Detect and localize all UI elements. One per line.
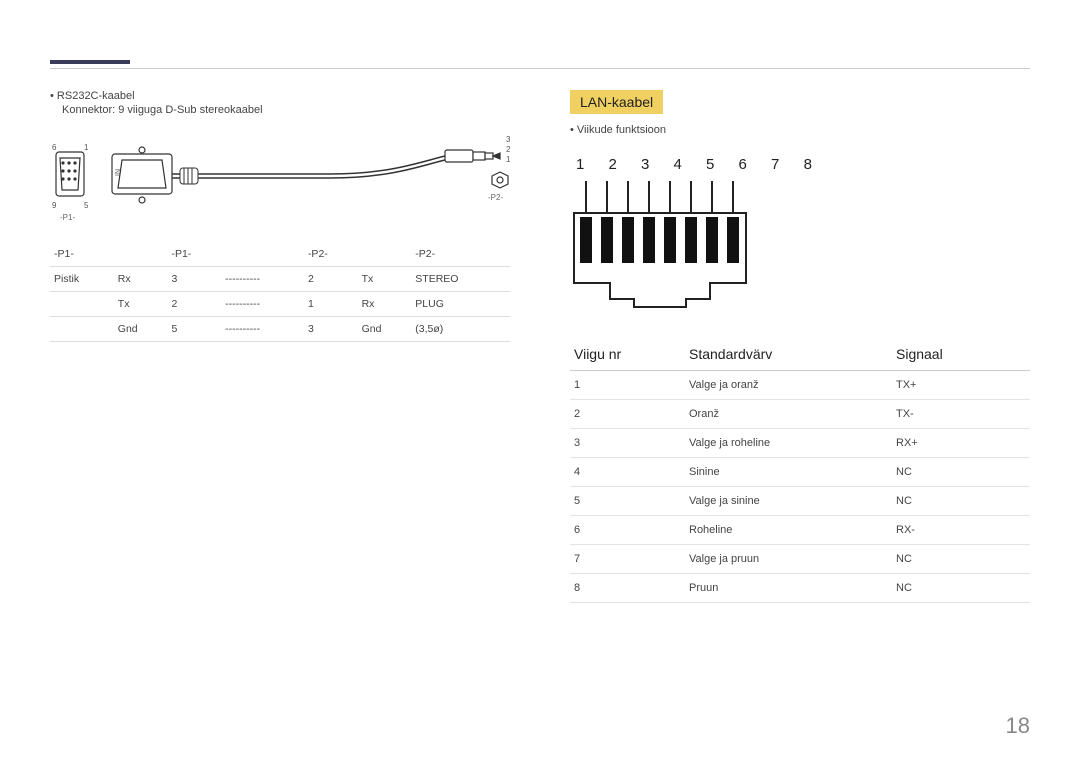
hdr-p1b: -P1- <box>167 242 221 267</box>
p1-under-label: -P1- <box>60 213 75 222</box>
pin9-label: 9 <box>52 201 57 210</box>
hdr-signaal: Signaal <box>892 338 1030 371</box>
hdr-p2a: -P2- <box>304 242 358 267</box>
lan-table-header: Viigu nr Standardvärv Signaal <box>570 338 1030 371</box>
rs232-diagram: 6 1 9 5 -P1- IN <box>50 132 510 232</box>
hdr-p1a: -P1- <box>50 242 114 267</box>
table-row: 4SinineNC <box>570 458 1030 487</box>
hdr-viigu: Viigu nr <box>570 338 685 371</box>
rs232-label: RS232C-kaabel <box>57 90 135 102</box>
svg-text:-P2-: -P2- <box>488 193 503 202</box>
rs232-pin-table: -P1- -P1- -P2- -P2- Pistik Rx 3 --------… <box>50 242 510 342</box>
lan-bullet-label: Viikude funktsioon <box>577 124 666 136</box>
header-rule <box>50 68 1030 69</box>
lan-section-title: LAN-kaabel <box>570 90 663 114</box>
left-column: RS232C-kaabel Konnektor: 9 viiguga D-Sub… <box>50 90 510 603</box>
table-row: Gnd 5 ---------- 3 Gnd (3,5ø) <box>50 317 510 342</box>
table-row: 2OranžTX- <box>570 400 1030 429</box>
lan-pin-table: Viigu nr Standardvärv Signaal 1Valge ja … <box>570 338 1030 603</box>
svg-text:3: 3 <box>506 135 510 144</box>
pin-table-header: -P1- -P1- -P2- -P2- <box>50 242 510 267</box>
svg-text:1: 1 <box>506 155 510 164</box>
lan-bullet: Viikude funktsioon <box>570 124 1030 136</box>
table-row: 1Valge ja oranžTX+ <box>570 371 1030 400</box>
rs232-subline: Konnektor: 9 viiguga D-Sub stereokaabel <box>62 104 510 116</box>
svg-text:2: 2 <box>506 145 510 154</box>
page-number: 18 <box>1006 713 1030 739</box>
table-row: 3Valge ja rohelineRX+ <box>570 429 1030 458</box>
header-accent <box>50 60 130 64</box>
lan-diagram: 1 2 3 4 5 6 7 8 <box>570 156 1030 318</box>
table-row: 5Valge ja sinineNC <box>570 487 1030 516</box>
hdr-p2b: -P2- <box>411 242 510 267</box>
table-row: Pistik Rx 3 ---------- 2 Tx STEREO <box>50 267 510 292</box>
pin5-label: 5 <box>84 201 89 210</box>
right-column: LAN-kaabel Viikude funktsioon 1 2 3 4 5 … <box>570 90 1030 603</box>
table-row: 6RohelineRX- <box>570 516 1030 545</box>
pin1-label: 1 <box>84 143 89 152</box>
rs232-bullet: RS232C-kaabel <box>50 90 510 102</box>
lan-pin-numbers: 1 2 3 4 5 6 7 8 <box>576 156 1030 173</box>
table-row: 7Valge ja pruunNC <box>570 545 1030 574</box>
pin6-label: 6 <box>52 143 57 152</box>
svg-text:IN: IN <box>115 169 122 176</box>
hdr-standard: Standardvärv <box>685 338 892 371</box>
table-row: 8PruunNC <box>570 574 1030 603</box>
table-row: Tx 2 ---------- 1 Rx PLUG <box>50 292 510 317</box>
